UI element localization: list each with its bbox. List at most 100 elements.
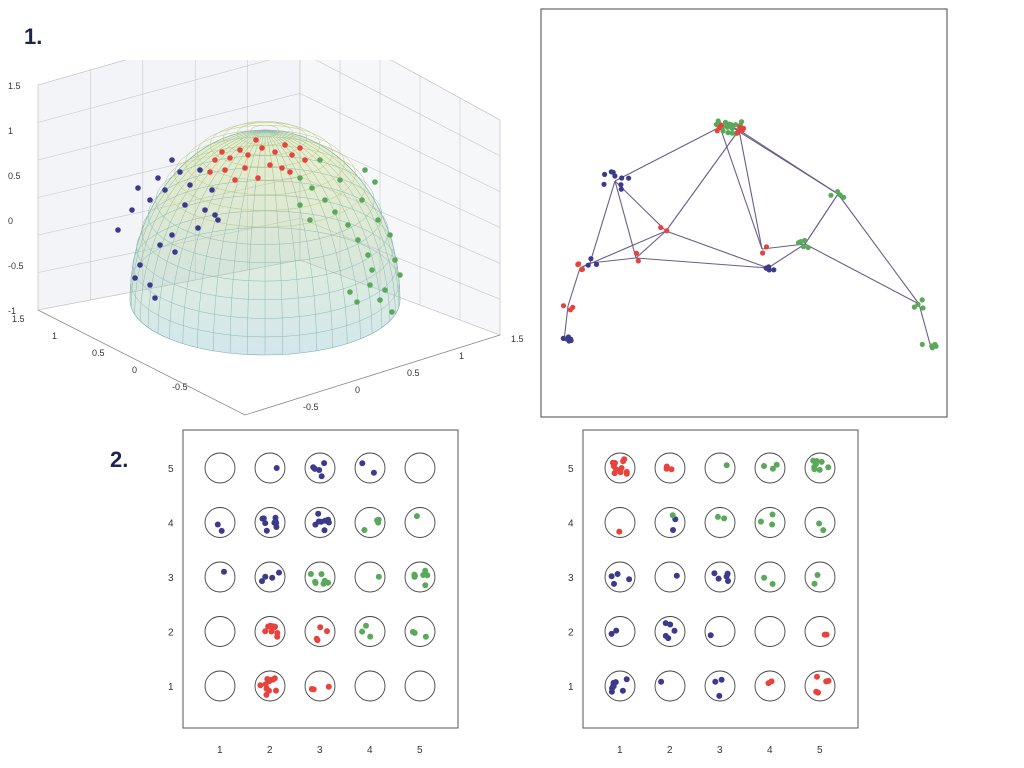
cell-1-2 [204,616,236,647]
point-green [769,581,776,587]
point-blue [662,620,669,627]
point-blue [321,527,328,534]
point-blue [613,627,620,634]
point-green [919,297,925,303]
point-blue [608,573,615,580]
point-blue [588,256,594,262]
point-3d-green-6 [345,222,351,228]
point-red [271,675,278,682]
x-tick-1: 0 [355,385,360,395]
y-tick-1: 1 [168,682,174,693]
point-3d-green-7 [355,237,361,243]
point-green [412,573,418,579]
point-green [919,341,925,347]
point-red [610,463,617,470]
x-tick-4: 4 [767,745,773,756]
point-green [769,511,776,518]
point-blue [610,682,617,689]
point-red [579,266,585,273]
point-3d-red-9 [289,152,295,158]
point-3d-blue-18 [137,262,143,268]
edge-24 [729,125,839,195]
point-3d-green-13 [382,287,388,293]
node-n10 [734,124,747,136]
cell-5-3 [404,561,436,593]
y-tick-2: 0.5 [92,348,105,358]
point-3d-green-24 [297,202,303,208]
point-3d-green-3 [322,197,328,203]
point-green [367,633,374,640]
x-tick-3: 1 [459,351,464,361]
cell-3-2 [304,616,336,647]
cell-5-2 [804,616,836,647]
point-green [761,574,768,581]
point-red [325,683,332,690]
point-3d-blue-11 [197,167,203,173]
graph-points [560,118,939,351]
cell-3-4 [304,507,336,538]
point-green [359,628,366,635]
point-green [811,580,818,587]
point-blue [608,630,615,637]
point-green [810,457,817,464]
point-3d-red-18 [232,177,238,183]
x-tick-2: 2 [667,745,673,756]
panel-label-1: 1. [24,24,43,49]
x-tick-5: 5 [817,745,823,756]
node-n15 [714,122,724,134]
x-tick-3: 3 [317,745,323,756]
point-blue [771,267,777,273]
point-green [325,579,332,586]
cell-1-5 [604,452,636,484]
point-green [374,517,381,524]
point-green [422,633,429,640]
cell-5-1 [404,670,436,702]
point-green [837,192,843,198]
point-red [633,250,640,256]
z-tick-1: 1 [8,126,13,136]
point-3d-green-2 [317,157,323,163]
point-blue [723,573,730,580]
point-red [271,623,278,630]
point-green [722,119,729,125]
cell-3-5 [704,452,736,484]
cell-4-3 [754,561,786,593]
point-green [723,462,730,469]
point-blue [221,568,227,575]
point-3d-red-15 [267,162,273,168]
point-red [264,676,271,682]
point-3d-green-19 [354,299,360,305]
point-green [757,518,764,525]
edge-11 [635,230,667,259]
point-blue [670,527,676,533]
cell-4-1 [754,670,786,702]
y-tick-1: 1 [52,331,57,341]
z-tick-3: 0 [8,216,13,226]
point-blue [712,678,719,685]
point-3d-blue-0 [115,227,121,233]
point-blue [370,469,377,476]
point-blue [272,518,279,525]
point-red [635,258,641,264]
point-blue [716,692,723,699]
cell-2-2 [254,616,286,647]
som-grid-right: 1 2 3 4 5 1 2 3 4 5 [568,429,859,756]
cell-2-5 [654,452,686,484]
point-green [721,515,728,522]
point-blue [718,676,725,683]
cell-4-5 [354,452,386,484]
point-3d-green-18 [367,282,373,288]
point-3d-green-22 [362,167,368,173]
y-tick-3: 3 [168,573,174,584]
edge-21 [804,243,920,305]
axis-ticks: 1 2 3 4 5 1 2 3 4 5 [168,464,423,756]
point-3d-red-2 [227,155,233,161]
point-blue [321,460,328,467]
axis-ticks: 1 2 3 4 5 1 2 3 4 5 [568,464,823,756]
cell-4-4 [354,507,386,538]
point-green [915,301,921,307]
point-green [828,192,834,198]
point-3d-green-21 [397,272,403,278]
cell-1-4 [604,507,636,538]
cell-1-1 [604,670,636,702]
